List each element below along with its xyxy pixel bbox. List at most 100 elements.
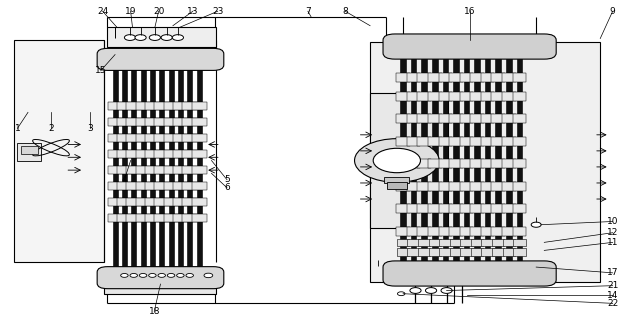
Bar: [475, 53, 480, 267]
Bar: [117, 198, 132, 206]
Bar: [513, 137, 526, 146]
Bar: [136, 118, 151, 126]
Text: 9: 9: [610, 7, 616, 16]
Bar: [460, 137, 473, 146]
Bar: [192, 182, 207, 190]
Circle shape: [158, 273, 165, 277]
Bar: [407, 248, 420, 256]
Bar: [182, 150, 197, 158]
Bar: [407, 159, 420, 168]
Bar: [449, 182, 463, 191]
Bar: [439, 239, 452, 246]
Circle shape: [355, 139, 439, 182]
Bar: [108, 166, 123, 174]
Bar: [485, 53, 491, 267]
Bar: [136, 134, 151, 142]
Bar: [182, 166, 197, 174]
Bar: [104, 276, 216, 294]
Bar: [173, 118, 188, 126]
Bar: [384, 177, 409, 183]
Bar: [117, 166, 132, 174]
Bar: [460, 159, 473, 168]
Bar: [17, 143, 41, 160]
Bar: [449, 73, 463, 82]
Bar: [513, 73, 526, 82]
Bar: [470, 73, 484, 82]
Text: 7: 7: [305, 7, 311, 16]
Circle shape: [410, 288, 421, 293]
Bar: [439, 227, 452, 236]
Circle shape: [149, 35, 160, 40]
Bar: [192, 198, 207, 206]
Bar: [164, 102, 179, 110]
Bar: [164, 118, 179, 126]
Bar: [173, 102, 188, 110]
Bar: [407, 204, 420, 213]
Bar: [491, 227, 505, 236]
Bar: [464, 53, 470, 267]
Bar: [407, 73, 420, 82]
Circle shape: [186, 273, 193, 277]
Bar: [460, 248, 473, 256]
Bar: [407, 227, 420, 236]
Bar: [117, 134, 132, 142]
Bar: [428, 137, 442, 146]
Bar: [460, 73, 473, 82]
Bar: [513, 239, 526, 246]
Bar: [492, 239, 504, 246]
Bar: [502, 204, 516, 213]
Bar: [439, 92, 452, 101]
Bar: [428, 204, 442, 213]
Bar: [145, 214, 160, 222]
Bar: [428, 73, 442, 82]
Bar: [169, 65, 174, 272]
Text: 2: 2: [48, 124, 54, 133]
Bar: [503, 248, 515, 256]
Bar: [513, 204, 526, 213]
Circle shape: [531, 222, 541, 227]
Circle shape: [149, 273, 156, 277]
Bar: [439, 114, 452, 123]
Bar: [173, 182, 188, 190]
Bar: [182, 198, 197, 206]
Bar: [136, 182, 151, 190]
FancyBboxPatch shape: [383, 261, 556, 286]
Bar: [145, 182, 160, 190]
Bar: [506, 53, 511, 267]
Bar: [460, 114, 473, 123]
Bar: [443, 53, 448, 267]
Bar: [164, 166, 179, 174]
Bar: [396, 137, 410, 146]
FancyBboxPatch shape: [383, 34, 556, 59]
Bar: [396, 204, 410, 213]
Bar: [470, 114, 484, 123]
Bar: [449, 204, 463, 213]
Text: 14: 14: [607, 291, 618, 300]
Bar: [159, 65, 164, 272]
Bar: [491, 159, 505, 168]
Circle shape: [167, 273, 175, 277]
Bar: [439, 182, 452, 191]
Bar: [126, 166, 141, 174]
Bar: [154, 214, 169, 222]
Bar: [407, 92, 420, 101]
Bar: [113, 65, 118, 272]
Bar: [449, 137, 463, 146]
Bar: [450, 239, 462, 246]
Bar: [481, 227, 494, 236]
Bar: [126, 102, 141, 110]
Bar: [428, 92, 442, 101]
Bar: [108, 182, 123, 190]
Bar: [481, 248, 494, 256]
Bar: [417, 159, 431, 168]
Bar: [117, 214, 132, 222]
Bar: [182, 102, 197, 110]
Bar: [164, 150, 179, 158]
Text: 11: 11: [607, 238, 618, 247]
Bar: [428, 159, 442, 168]
Bar: [449, 114, 463, 123]
Bar: [396, 73, 410, 82]
Text: 5: 5: [224, 175, 230, 184]
Bar: [460, 227, 473, 236]
Text: 13: 13: [187, 7, 198, 16]
